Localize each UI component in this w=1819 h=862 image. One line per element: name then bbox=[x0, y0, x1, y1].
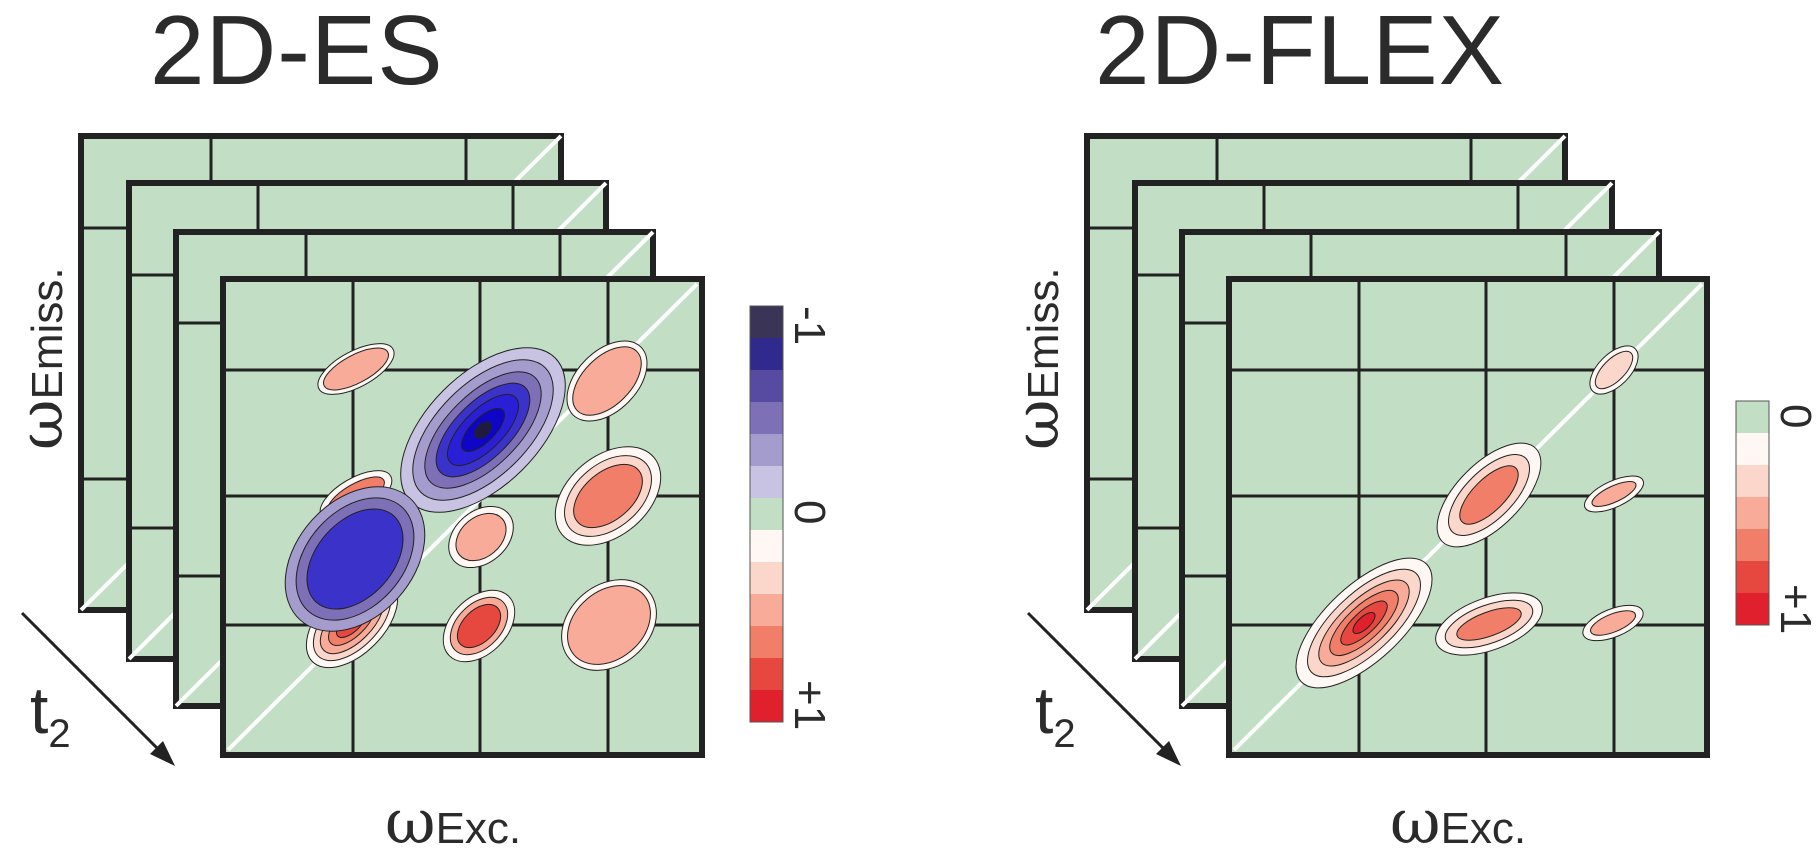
flex-emission-symbol: ω bbox=[1000, 399, 1073, 450]
es-peak-center bbox=[448, 505, 514, 569]
flex-front-spectrum bbox=[1226, 276, 1710, 758]
es-time-subscript: 2 bbox=[48, 712, 71, 757]
flex-colorbar-bottom-label: +1 bbox=[1771, 584, 1819, 634]
es-peak-upper-left bbox=[317, 343, 395, 395]
flex-peak-lower-right bbox=[1582, 604, 1644, 642]
es-emission-subscript: Emiss. bbox=[23, 267, 72, 400]
flex-excitation-axis-label: ωExc. bbox=[1390, 785, 1526, 858]
es-colorbar-middle-label: 0 bbox=[785, 500, 834, 524]
flex-excitation-subscript: Exc. bbox=[1440, 804, 1527, 853]
flex-time-axis-label: t2 bbox=[1035, 672, 1076, 757]
es-peak-mid-right bbox=[554, 446, 662, 546]
es-colorbar: -1 0 +1 bbox=[749, 305, 834, 730]
flex-time-symbol: t bbox=[1035, 673, 1054, 747]
es-front-spectrum bbox=[220, 276, 705, 758]
flex-colorbar-top-label: 0 bbox=[1771, 404, 1819, 428]
es-peak-lower-right bbox=[561, 579, 657, 671]
es-panel-title: 2D-ES bbox=[150, 0, 444, 105]
es-excitation-symbol: ω bbox=[385, 785, 436, 858]
flex-excitation-symbol: ω bbox=[1390, 785, 1441, 858]
flex-peak-cross-lower bbox=[1435, 592, 1543, 656]
flex-panel: 0 +1 bbox=[1026, 133, 1819, 766]
flex-emission-axis-label: ωEmiss. bbox=[1000, 267, 1073, 450]
es-colorbar-top-label: -1 bbox=[785, 306, 834, 345]
es-time-symbol: t bbox=[30, 673, 49, 747]
es-t2-arrow bbox=[20, 611, 175, 766]
es-peak-upper-right bbox=[566, 340, 648, 422]
flex-peak-upper-right bbox=[1589, 345, 1639, 395]
flex-peak-diagonal-low bbox=[1295, 557, 1433, 689]
es-peak-negative-upper bbox=[400, 347, 566, 513]
es-excitation-subscript: Exc. bbox=[435, 804, 522, 853]
es-colorbar-bottom-label: +1 bbox=[785, 680, 834, 730]
es-peak-negative-lower bbox=[284, 486, 426, 632]
es-panel: -1 0 +1 bbox=[20, 133, 834, 766]
flex-peak-mid-right bbox=[1583, 475, 1645, 513]
flex-t2-arrow bbox=[1026, 611, 1181, 766]
es-excitation-axis-label: ωExc. bbox=[385, 785, 521, 858]
es-time-axis-label: t2 bbox=[30, 672, 71, 757]
flex-emission-subscript: Emiss. bbox=[1019, 267, 1068, 400]
es-emission-axis-label: ωEmiss. bbox=[4, 267, 77, 450]
flex-panel-title: 2D-FLEX bbox=[1095, 0, 1506, 105]
flex-colorbar: 0 +1 bbox=[1735, 400, 1819, 634]
es-peak-lower-middle bbox=[442, 589, 516, 663]
es-emission-symbol: ω bbox=[4, 399, 77, 450]
flex-time-subscript: 2 bbox=[1053, 712, 1076, 757]
flex-peak-diagonal-mid bbox=[1436, 442, 1542, 548]
